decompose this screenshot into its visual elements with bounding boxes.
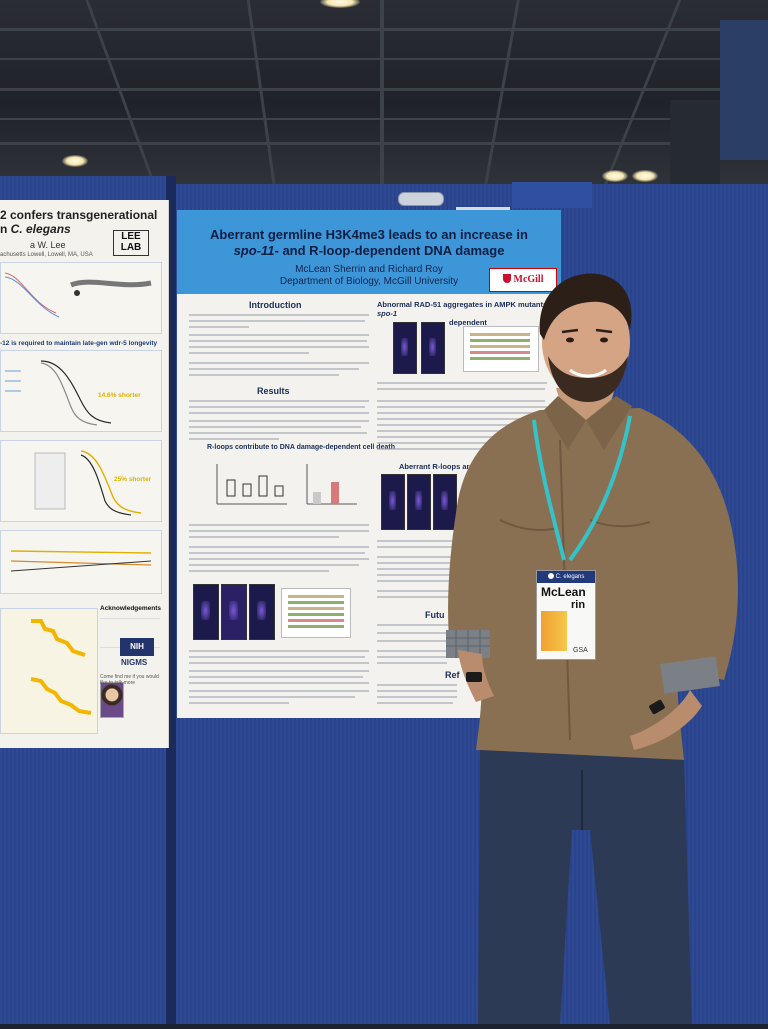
panel-header-tab <box>512 182 592 208</box>
left-poster-results-chart <box>0 608 98 734</box>
left-poster-affiliation: achusetts Lowell, Lowell, MA, USA <box>0 252 93 258</box>
badge-name-line2: rin <box>571 599 586 611</box>
security-camera <box>398 192 444 206</box>
lifespan-staircase-figure <box>30 619 92 715</box>
section-aberrant-rloops: Aberrant R-loops are also spe <box>399 462 506 471</box>
section-references: Ref <box>445 670 460 680</box>
ceiling-light <box>320 0 360 8</box>
section-results: Results <box>257 386 290 396</box>
poster-title-line2: spo-11- and R-loop-dependent DNA damage <box>233 243 505 258</box>
poster-title: Aberrant germline H3K4me3 leads to an in… <box>210 227 528 242</box>
mcgill-logo: McGill <box>489 268 557 292</box>
micrograph-image <box>421 322 445 374</box>
acknowledgements-heading: Acknowledgements <box>100 605 162 612</box>
micrograph-image <box>433 474 457 530</box>
poster-affiliation: Department of Biology, McGill University <box>279 276 459 287</box>
presenter-person <box>440 270 750 1024</box>
section-future: Futu <box>425 610 445 620</box>
nigms-logo: NIGMS <box>121 658 148 667</box>
presenter-figure <box>446 273 738 1024</box>
micrograph-image <box>221 584 247 640</box>
left-poster-title: 2 confers transgenerational n C. elegans <box>0 208 158 236</box>
rad51-aggregate-barplot <box>463 326 539 372</box>
micrograph-image <box>381 474 405 530</box>
panel-seam <box>166 176 176 1024</box>
nih-logo: NIH <box>120 638 154 656</box>
lines-figure <box>10 550 152 572</box>
left-poster-figure <box>0 440 162 522</box>
left-poster-diagram <box>0 262 162 334</box>
section-rloops-heading: R-loops contribute to DNA damage-depende… <box>207 444 395 451</box>
left-poster: 2 confers transgenerational n C. elegans… <box>0 200 169 748</box>
main-poster: Aberrant germline H3K4me3 leads to an in… <box>177 210 561 718</box>
badge-org: C. elegans <box>537 571 595 583</box>
poster-authors: McLean Sherrin and Richard Roy <box>295 264 443 275</box>
convention-ceiling <box>0 0 768 190</box>
presenter-avatar <box>100 682 124 718</box>
micrograph-image <box>249 584 275 640</box>
lifespan-curve-figure <box>5 360 112 426</box>
badge-ribbon <box>541 611 567 651</box>
left-poster-section-heading: -12 is required to maintain late-gen wdr… <box>0 340 158 347</box>
left-poster-stat: 14.6% shorter <box>98 392 141 399</box>
survival-curves-figure <box>4 272 152 318</box>
section-rad51-heading: Abnormal RAD-51 aggregates in AMPK mutan… <box>377 300 561 327</box>
mcgill-shield-icon <box>502 274 511 283</box>
left-poster-stat: 25% shorter <box>114 476 152 483</box>
left-poster-figure <box>0 350 162 432</box>
rad51-barplot <box>281 588 351 638</box>
micrograph-image <box>193 584 219 640</box>
badge-footer: GSA <box>573 647 588 654</box>
lifespan-curve-figure <box>34 450 142 516</box>
ceiling-light <box>62 155 88 167</box>
talk-invite-text: Come find me if you would like to talk m… <box>100 674 159 686</box>
section-introduction: Introduction <box>249 300 302 310</box>
ceiling-light <box>632 170 658 182</box>
lee-lab-logo: LEE LAB <box>113 230 149 256</box>
badge-name-line1: McLean <box>541 585 586 599</box>
badge-logo-icon <box>547 573 554 579</box>
left-poster-figure <box>0 530 162 594</box>
micrograph-image <box>407 474 431 530</box>
rloop-boxplot-figure <box>197 458 357 518</box>
name-badge: C. elegans McLean rin GSA <box>536 570 596 660</box>
ceiling-light <box>602 170 628 182</box>
micrograph-image <box>393 322 417 374</box>
poster-header: Aberrant germline H3K4me3 leads to an in… <box>177 210 561 294</box>
left-poster-authors: a W. Lee <box>30 240 66 250</box>
